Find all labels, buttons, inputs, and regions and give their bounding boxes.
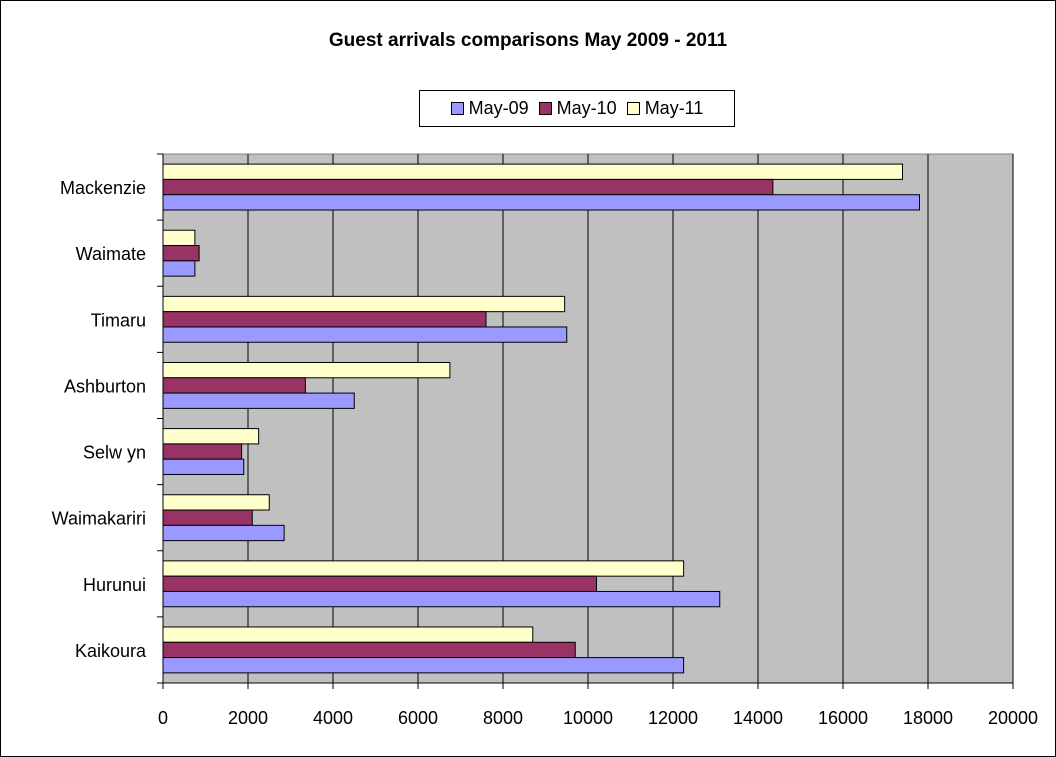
bar-may-09-3 (162, 458, 245, 476)
x-tick-label-7: 14000 (733, 708, 783, 728)
bar-may-10-5 (162, 311, 487, 328)
x-tick-label-1: 2000 (228, 708, 268, 728)
bar-may-09-0 (162, 657, 685, 674)
bar-may-11-0 (162, 626, 534, 643)
category-label-3: Selw yn (83, 443, 146, 463)
bar-may-09-7 (162, 194, 920, 211)
bar-may-11-4 (162, 361, 451, 379)
bar-may-10-7 (162, 178, 774, 196)
bar-may-11-5 (162, 295, 566, 313)
x-tick-label-0: 0 (158, 708, 168, 728)
bar-may-09-6 (162, 260, 196, 277)
bar-may-10-2 (162, 509, 253, 526)
bar-may-10-0 (162, 641, 576, 659)
category-label-7: Mackenzie (60, 178, 146, 198)
legend-item-1: May-10 (538, 98, 617, 119)
x-tick-label-10: 20000 (988, 708, 1038, 728)
legend-swatch-1 (538, 102, 552, 115)
x-tick-label-2: 4000 (313, 708, 353, 728)
x-tick-label-3: 6000 (398, 708, 438, 728)
x-tick-label-6: 12000 (648, 708, 698, 728)
category-label-0: Kaikoura (75, 641, 147, 661)
bar-may-11-2 (162, 494, 270, 511)
bar-may-10-1 (162, 575, 597, 592)
category-label-2: Waimakariri (52, 509, 146, 529)
chart-title: Guest arrivals comparisons May 2009 - 20… (328, 30, 728, 51)
bar-may-11-1 (162, 560, 685, 577)
x-tick-label-8: 16000 (818, 708, 868, 728)
bar-may-11-7 (162, 163, 903, 180)
bar-may-10-3 (162, 443, 243, 460)
bar-may-09-1 (162, 590, 721, 608)
bar-may-09-2 (162, 524, 285, 542)
bar-may-09-5 (162, 326, 568, 343)
legend-swatch-2 (626, 102, 640, 115)
category-label-6: Waimate (76, 244, 146, 264)
legend-swatch-0 (450, 102, 464, 115)
category-label-4: Ashburton (64, 376, 146, 396)
x-tick-label-9: 18000 (903, 708, 953, 728)
legend-label-2: May-11 (644, 98, 704, 118)
category-label-1: Hurunui (83, 575, 146, 595)
x-tick-label-5: 10000 (563, 708, 613, 728)
legend: May-09 May-10 May-11 (419, 90, 735, 127)
bar-may-09-4 (162, 392, 355, 409)
bar-may-10-6 (162, 245, 200, 262)
legend-item-0: May-09 (450, 98, 529, 119)
category-label-5: Timaru (91, 310, 146, 330)
legend-label-1: May-10 (556, 98, 617, 118)
legend-item-2: May-11 (626, 98, 704, 119)
x-tick-label-4: 8000 (483, 708, 523, 728)
legend-label-0: May-09 (468, 98, 529, 118)
bar-may-10-4 (162, 377, 306, 394)
bar-may-11-3 (162, 428, 260, 445)
bar-may-11-6 (162, 229, 196, 247)
